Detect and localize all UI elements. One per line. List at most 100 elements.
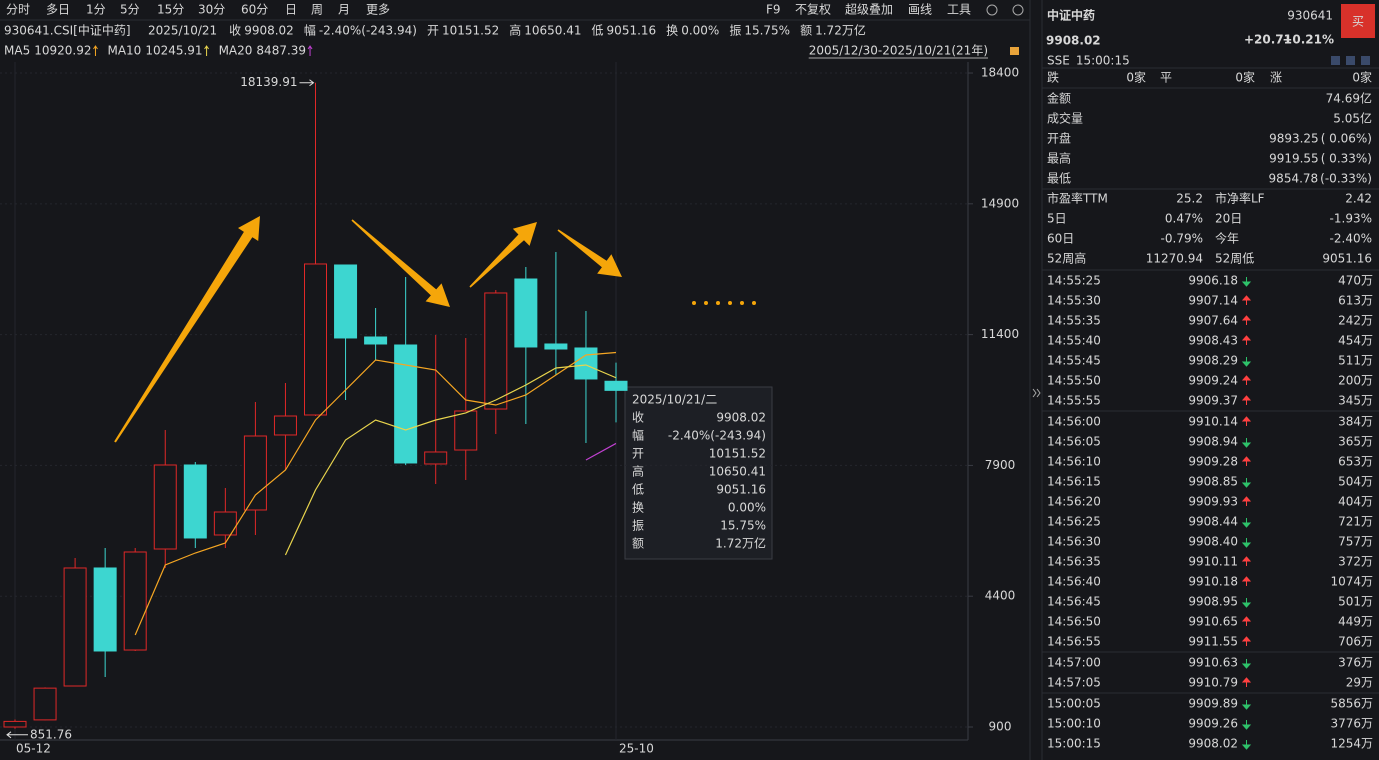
period-tab[interactable]: 60分 xyxy=(241,3,268,17)
stat-label: 最低 xyxy=(1047,172,1071,186)
tick-price: 9910.18 xyxy=(1188,575,1238,589)
period-tab[interactable]: 1分 xyxy=(86,3,106,17)
tick-volume: 29万 xyxy=(1346,676,1373,690)
annotation-dot xyxy=(740,301,744,305)
breadth-value: 0家 xyxy=(1126,70,1146,85)
tick-time: 14:56:20 xyxy=(1047,495,1101,509)
tool-button[interactable]: 画线 xyxy=(908,3,932,17)
change: +20.71 xyxy=(1244,33,1292,47)
candle-body xyxy=(304,263,327,416)
panel-icon[interactable] xyxy=(1346,56,1355,65)
tick-price: 9908.44 xyxy=(1188,515,1238,529)
tick-arrow xyxy=(1241,659,1252,669)
period-tab[interactable]: 多日 xyxy=(46,3,70,17)
tooltip-label: 额 xyxy=(632,537,644,551)
candle-body xyxy=(394,344,418,464)
index-name: 中证中药 xyxy=(1047,8,1095,23)
valuation-value: 9051.16 xyxy=(1322,252,1372,266)
tick-time: 14:55:55 xyxy=(1047,394,1101,408)
tick-arrow xyxy=(1241,277,1252,287)
tick-time: 15:00:15 xyxy=(1047,737,1101,751)
candle-body xyxy=(63,567,87,687)
quote-time: 15:00:15 xyxy=(1076,54,1130,68)
icon[interactable] xyxy=(986,4,998,16)
annotation-dot xyxy=(704,301,708,305)
tooltip-value: 10151.52 xyxy=(709,447,766,461)
tick-volume: 365万 xyxy=(1338,435,1373,449)
date-range[interactable]: 2005/12/30-2025/10/21(21年) xyxy=(809,44,988,58)
candle-body xyxy=(213,511,237,536)
tool-button[interactable]: 工具 xyxy=(947,3,971,17)
tick-price: 9909.93 xyxy=(1188,495,1238,509)
valuation-value: -0.79% xyxy=(1161,232,1203,246)
tick-time: 14:56:25 xyxy=(1047,515,1101,529)
tick-arrow xyxy=(1241,700,1252,710)
valuation-value: -2.40% xyxy=(1330,232,1372,246)
tooltip-value: 1.72万亿 xyxy=(715,536,766,551)
tool-button[interactable]: F9 xyxy=(766,3,781,17)
tick-volume: 454万 xyxy=(1338,334,1373,348)
valuation-label: 20日 xyxy=(1215,212,1242,226)
period-tab[interactable]: 更多 xyxy=(366,3,390,17)
y-tick-label: 11400 xyxy=(981,327,1019,341)
tick-price: 9909.28 xyxy=(1188,455,1238,469)
breadth-value: 0家 xyxy=(1235,70,1255,85)
panel-icon[interactable] xyxy=(1331,56,1340,65)
breadth-label: 涨 xyxy=(1270,70,1282,85)
tick-volume: 1074万 xyxy=(1330,575,1373,589)
tool-button[interactable]: 超级叠加 xyxy=(845,2,893,17)
tick-time: 15:00:10 xyxy=(1047,717,1101,731)
valuation-value: -1.93% xyxy=(1330,212,1372,226)
tick-volume: 470万 xyxy=(1338,274,1373,288)
period-tab[interactable]: 分时 xyxy=(6,3,30,17)
period-tab[interactable]: 30分 xyxy=(198,3,225,17)
candle-body xyxy=(574,347,598,380)
tooltip-label: 换 xyxy=(632,501,644,515)
tooltip-value: 9908.02 xyxy=(716,411,766,425)
high-label: 18139.91 xyxy=(240,75,297,89)
buy-label[interactable]: 买 xyxy=(1352,15,1364,29)
tick-time: 14:56:10 xyxy=(1047,455,1101,469)
tick-price: 9909.26 xyxy=(1188,717,1238,731)
legend-name: MA5 xyxy=(4,44,30,58)
tick-price: 9910.14 xyxy=(1188,415,1238,429)
breadth-label: 平 xyxy=(1160,71,1172,85)
tooltip-label: 低 xyxy=(632,483,644,497)
tick-volume: 372万 xyxy=(1338,555,1373,569)
period-tab[interactable]: 15分 xyxy=(157,3,184,17)
annotation-dot xyxy=(716,301,720,305)
stat-label: 金额 xyxy=(1047,91,1071,106)
collapse-toggle[interactable] xyxy=(1032,388,1041,398)
icon[interactable] xyxy=(1012,4,1024,16)
y-tick-label: 14900 xyxy=(981,196,1019,210)
tick-volume: 613万 xyxy=(1338,294,1373,308)
candle-body xyxy=(33,687,57,721)
tick-price: 9908.85 xyxy=(1188,475,1238,489)
candle-body xyxy=(334,264,358,339)
tick-arrow xyxy=(1241,598,1252,608)
period-tab[interactable]: 日 xyxy=(285,3,297,17)
symbol: 930641.CSI[中证中药] xyxy=(4,23,131,38)
valuation-label: 60日 xyxy=(1047,232,1074,246)
buy-button[interactable] xyxy=(1341,4,1375,38)
period-tab[interactable]: 5分 xyxy=(120,3,140,17)
tick-volume: 757万 xyxy=(1338,535,1373,549)
tick-arrow xyxy=(1241,395,1252,405)
tick-volume: 1254万 xyxy=(1330,737,1373,751)
period-tab[interactable]: 周 xyxy=(311,3,323,17)
tooltip-value: -2.40%(-243.94) xyxy=(668,429,766,443)
annotation-dot xyxy=(692,301,696,305)
tick-arrow xyxy=(1241,416,1252,426)
stat-label: 成交量 xyxy=(1047,111,1083,126)
tick-time: 14:55:50 xyxy=(1047,374,1101,388)
tick-volume: 3776万 xyxy=(1330,717,1373,731)
valuation-label: 市净率LF xyxy=(1215,191,1265,206)
panel-icon[interactable] xyxy=(1361,56,1370,65)
field-value: -2.40%(-243.94) xyxy=(319,24,417,38)
tool-button[interactable]: 不复权 xyxy=(795,3,831,17)
period-tab[interactable]: 月 xyxy=(338,3,350,17)
tick-time: 14:56:50 xyxy=(1047,615,1101,629)
lock-icon[interactable] xyxy=(1010,47,1019,55)
candle-body xyxy=(454,410,478,451)
